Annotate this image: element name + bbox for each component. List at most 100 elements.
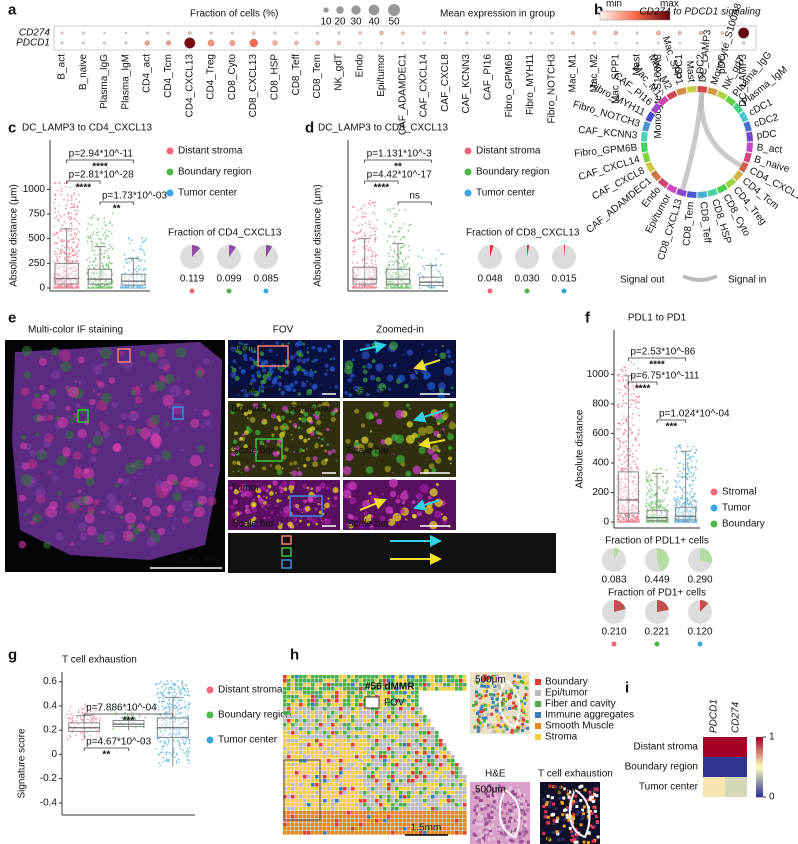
map-spot — [291, 735, 295, 739]
map-spot — [291, 683, 295, 687]
if-tissue-spot — [66, 415, 70, 419]
map-spot — [435, 827, 439, 831]
if-tissue-spot — [52, 475, 59, 481]
inset-spot — [496, 684, 500, 688]
heat-cell — [725, 757, 747, 777]
map-spot — [395, 767, 399, 771]
fov-box — [257, 345, 289, 367]
map-spot — [363, 687, 367, 691]
size-legend-title: Fraction of cells (%) — [190, 9, 278, 20]
inset-spot — [474, 805, 478, 809]
map-spot — [311, 787, 315, 791]
inset-spot — [488, 692, 492, 696]
chord-segment — [657, 95, 669, 107]
y-tick-label: -0.2 — [40, 773, 58, 784]
map-spot — [403, 815, 407, 819]
map-spot — [447, 819, 451, 823]
inset-spot — [496, 704, 500, 708]
dot — [379, 30, 384, 36]
map-spot — [311, 795, 315, 799]
map-spot — [299, 687, 303, 691]
map-spot — [371, 675, 375, 679]
inset-spot — [544, 815, 548, 819]
map-spot — [351, 791, 355, 795]
if-zoom-spot — [367, 442, 374, 449]
if-zoom-spot — [442, 412, 449, 419]
map-spot — [355, 831, 359, 835]
scale-bar-label: Scale bar — [232, 519, 275, 530]
map-spot — [391, 679, 395, 683]
map-spot — [463, 823, 467, 827]
dot — [294, 31, 298, 35]
map-spot — [391, 751, 395, 755]
map-spot — [339, 819, 343, 823]
map-spot — [391, 727, 395, 731]
map-spot — [451, 799, 455, 803]
if-zoom-spot — [428, 463, 435, 470]
inset-spot — [586, 815, 590, 819]
row-label: Boundary region — [625, 762, 698, 773]
y-tick-label: 0.6 — [43, 676, 57, 687]
dot — [677, 31, 682, 35]
map-spot — [455, 803, 459, 807]
if-fov-spot — [329, 387, 331, 389]
map-spot — [303, 799, 307, 803]
if-fov-spot — [282, 511, 289, 518]
map-spot — [463, 791, 467, 795]
if-zoom-spot — [369, 524, 374, 529]
y-tick-label: -0.4 — [40, 797, 58, 808]
if-tissue-spot — [39, 355, 43, 359]
map-spot — [427, 739, 431, 743]
inset-spot — [484, 689, 488, 693]
if-fov-spot — [252, 377, 255, 380]
if-fov-spot — [307, 487, 312, 491]
map-spot — [303, 739, 307, 743]
map-spot — [351, 815, 355, 819]
inset-spot — [525, 830, 529, 834]
map-spot — [339, 691, 343, 695]
map-spot — [379, 755, 383, 759]
map-spot — [299, 703, 303, 707]
colorbar-step — [756, 785, 763, 788]
map-spot — [311, 683, 315, 687]
map-spot — [371, 831, 375, 835]
map-spot — [343, 751, 347, 755]
map-spot — [367, 715, 371, 719]
map-spot — [419, 687, 423, 691]
map-spot — [399, 747, 403, 751]
if-fov-spot — [303, 412, 309, 417]
if-zoom-spot — [395, 361, 397, 364]
map-spot — [415, 799, 419, 803]
map-spot — [323, 815, 327, 819]
map-spot — [419, 827, 423, 831]
map-spot — [423, 723, 427, 727]
map-spot — [347, 827, 351, 831]
map-spot — [331, 707, 335, 711]
if-tissue-spot — [24, 512, 28, 517]
map-spot — [407, 819, 411, 823]
inset-spot — [476, 718, 480, 722]
inset-spot — [555, 830, 559, 834]
inset-spot — [521, 724, 525, 728]
map-spot — [319, 755, 323, 759]
map-spot — [395, 715, 399, 719]
if-fov-spot — [295, 504, 299, 508]
map-spot — [311, 815, 315, 819]
if-fov-spot — [303, 463, 307, 468]
pie-title: Fraction of CD4_CXCL13 — [168, 228, 282, 239]
map-spot — [411, 747, 415, 751]
if-zoom-spot — [431, 453, 439, 461]
map-spot — [415, 755, 419, 759]
map-spot — [419, 751, 423, 755]
map-spot — [451, 771, 455, 775]
inset-spot — [524, 713, 528, 717]
if-fov-spot — [242, 433, 246, 437]
map-spot — [415, 803, 419, 807]
inset-spot — [504, 721, 508, 725]
if-fov-spot — [326, 427, 330, 432]
map-spot — [283, 783, 287, 787]
map-spot — [363, 715, 367, 719]
chord-label: DC_LAMP3 — [697, 29, 713, 83]
map-spot — [399, 759, 403, 763]
inset-spot — [575, 840, 579, 844]
